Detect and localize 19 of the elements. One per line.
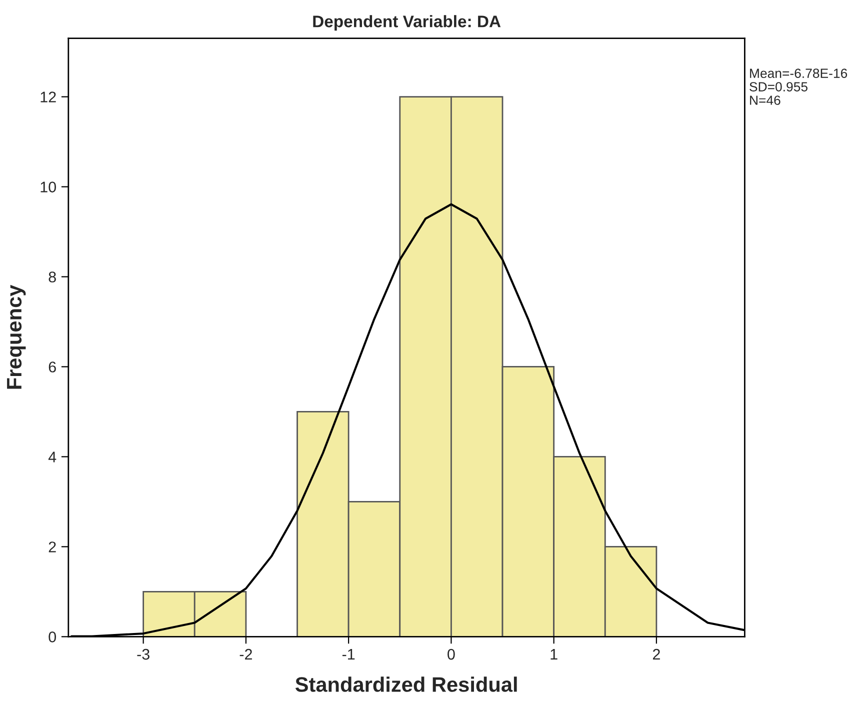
text: Mean=-6.78E-16 bbox=[750, 68, 848, 78]
y-tick-label: 2 bbox=[48, 542, 56, 552]
chart-title: Dependent Variable: DA bbox=[313, 15, 501, 31]
x-tick-label: 2 bbox=[652, 648, 660, 660]
y-tick-label: 12 bbox=[40, 92, 56, 102]
text: N=46 bbox=[750, 96, 780, 105]
x-tick-label: -1 bbox=[342, 649, 355, 660]
x-tick-label: 1 bbox=[550, 649, 558, 660]
y-tick-label: 4 bbox=[48, 452, 56, 462]
x-axis-title: Standardized Residual bbox=[295, 676, 517, 692]
y-tick-label: 0 bbox=[48, 632, 56, 642]
y-tick-label: 6 bbox=[48, 362, 56, 372]
x-tick-label: -2 bbox=[240, 648, 252, 660]
x-tick-label: 0 bbox=[448, 648, 455, 660]
y-tick-label: 10 bbox=[40, 182, 56, 192]
y-axis-title: Frequency bbox=[7, 284, 26, 389]
y-tick-label: 8 bbox=[48, 272, 56, 282]
text: SD=0.955 bbox=[750, 82, 808, 92]
x-tick-label: -3 bbox=[137, 648, 150, 660]
